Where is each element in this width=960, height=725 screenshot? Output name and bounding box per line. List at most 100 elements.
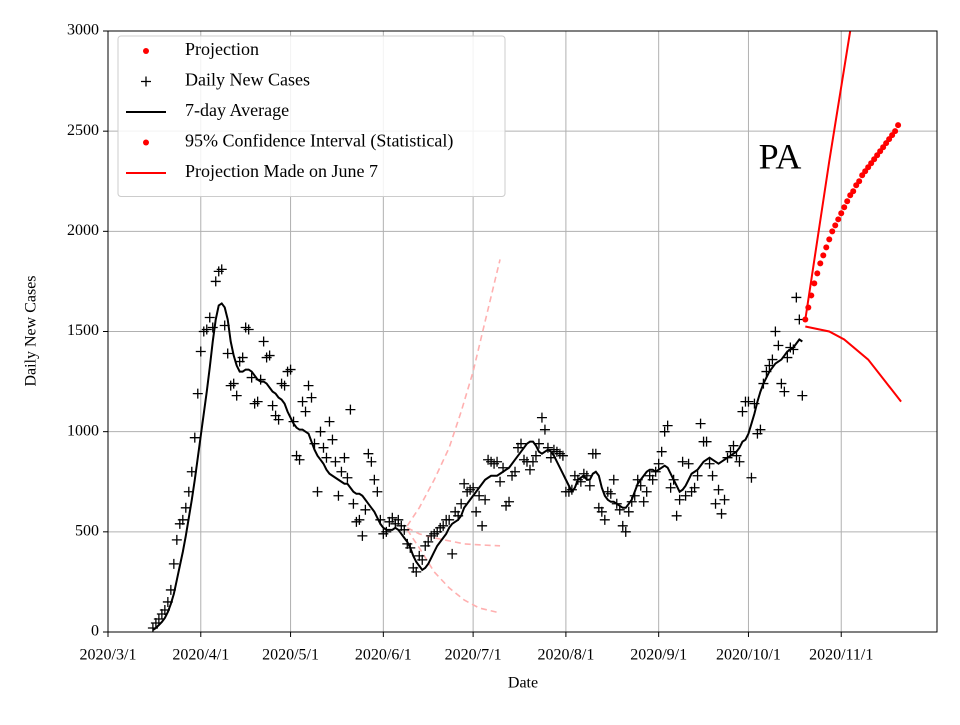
data-point [495,476,506,487]
data-point [339,452,350,463]
data-point [773,340,784,351]
legend-label: 95% Confidence Interval (Statistical) [185,131,453,152]
data-point [608,474,619,485]
data-point [228,378,239,389]
data-point [324,416,335,427]
legend: Projection Daily New Cases 7-day Average 95… [117,35,506,197]
data-point [728,440,739,451]
data-point [471,506,482,517]
data-point [811,280,818,287]
data-point [850,188,857,195]
data-point [327,434,338,445]
data-point [369,474,380,485]
data-point [656,446,667,457]
data-point [527,456,538,467]
data-point [210,276,221,287]
data-point [321,452,332,463]
series-line [804,31,852,320]
data-point [590,448,601,459]
data-point [381,526,392,537]
data-point [808,292,815,299]
data-point [716,508,727,519]
data-point [201,324,212,335]
data-point [279,380,290,391]
data-point [189,432,200,443]
x-tick-label: 2020/11/1 [809,647,873,664]
legend-label: Projection Made on June 7 [185,161,378,181]
legend-box [117,35,506,197]
data-point [797,390,808,401]
data-point [823,244,830,251]
legend-label: 7-day Average [185,100,289,120]
data-point [734,456,745,467]
x-tick-label: 2020/8/1 [537,647,594,664]
data-point [692,470,703,481]
state-annotation: PA [759,136,802,176]
data-point [755,424,766,435]
x-tick-label: 2020/5/1 [262,647,319,664]
data-point [492,456,503,467]
data-point [354,514,365,525]
data-point [665,482,676,493]
data-point [243,324,254,335]
legend-swatch [143,139,149,146]
data-point [510,466,521,477]
data-point [542,442,553,453]
data-point [524,464,535,475]
data-point [596,506,607,517]
data-point [357,530,368,541]
data-point [207,322,218,333]
data-point [695,418,706,429]
data-point [330,456,341,467]
data-point [770,326,781,337]
data-point [294,454,305,465]
data-point [617,520,628,531]
data-point [659,426,670,437]
marks [147,31,902,632]
data-point [468,482,479,493]
data-point [438,520,449,531]
data-point [530,450,541,461]
data-point [892,128,899,135]
data-point [297,396,308,407]
series-line [152,302,803,631]
data-point [222,348,233,359]
legend-swatch [141,76,151,87]
data-point [264,350,275,361]
data-point [719,494,730,505]
y-tick-label: 1000 [67,422,99,439]
y-tick-label: 2000 [67,222,99,239]
data-point [459,478,470,489]
data-point [746,472,757,483]
data-point [743,396,754,407]
data-point [767,354,778,365]
data-point [168,558,179,569]
data-point [348,498,359,509]
data-point [303,380,314,391]
data-point [653,458,664,469]
data-point [817,260,824,267]
data-point [820,252,827,259]
data-point [306,392,317,403]
data-point [216,264,227,275]
x-tick-label: 2020/4/1 [172,647,229,664]
data-point [366,456,377,467]
y-tick-label: 500 [75,523,99,540]
legend-label: Daily New Cases [185,70,310,90]
data-point [814,270,821,277]
data-point [638,496,649,507]
data-point [315,426,326,437]
data-point [895,122,902,129]
y-tick-label: 2500 [67,122,99,139]
data-point [480,494,491,505]
data-point [557,450,568,461]
data-point [180,502,191,513]
data-point [674,494,685,505]
data-point [399,524,410,535]
data-point [671,510,682,521]
data-point [444,514,455,525]
data-point [252,396,263,407]
data-point [204,312,215,323]
data-point [841,204,848,211]
data-point [177,514,188,525]
